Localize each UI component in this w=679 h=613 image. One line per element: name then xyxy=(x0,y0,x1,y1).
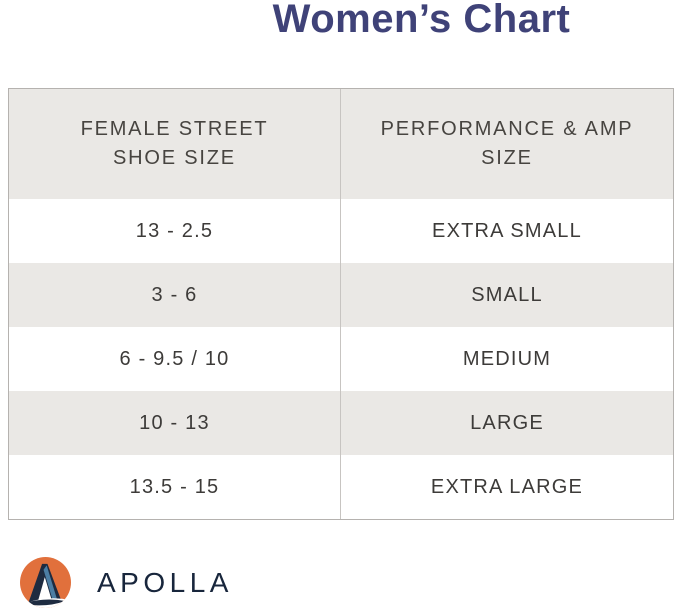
amp-size-value: MEDIUM xyxy=(462,347,552,370)
amp-size-value: SMALL xyxy=(471,283,543,306)
amp-size-value: EXTRA LARGE xyxy=(430,475,584,498)
column-header-amp-size: PERFORMANCE & AMP SIZE xyxy=(341,89,673,199)
brand-footer: APOLLA xyxy=(20,557,233,608)
column-header-line: SIZE xyxy=(481,147,533,169)
column-header-line: SHOE SIZE xyxy=(113,147,236,169)
size-table: FEMALE STREET SHOE SIZE PERFORMANCE & AM… xyxy=(8,88,674,520)
shoe-size-value: 3 - 6 xyxy=(9,263,341,327)
amp-size-value: LARGE xyxy=(470,411,544,434)
amp-size-value: EXTRA SMALL xyxy=(432,219,582,242)
table-row: 6 - 9.5 / 10 MEDIUM xyxy=(9,327,673,391)
shoe-size-value: 13 - 2.5 xyxy=(9,199,341,263)
shoe-size-value: 10 - 13 xyxy=(9,391,341,455)
page-title: Women’s Chart xyxy=(272,0,571,41)
table-row: 3 - 6 SMALL xyxy=(9,263,673,327)
table-row: 13 - 2.5 EXTRA SMALL xyxy=(9,199,673,263)
brand-name: APOLLA xyxy=(97,566,233,598)
column-header-line: PERFORMANCE & AMP xyxy=(380,118,634,140)
table-row: 13.5 - 15 EXTRA LARGE xyxy=(9,455,673,519)
column-header-line: FEMALE STREET xyxy=(80,118,269,140)
table-header-row: FEMALE STREET SHOE SIZE PERFORMANCE & AM… xyxy=(9,89,673,199)
column-header-shoe-size: FEMALE STREET SHOE SIZE xyxy=(9,89,341,199)
apolla-logo-icon xyxy=(20,557,71,608)
shoe-size-value: 6 - 9.5 / 10 xyxy=(9,327,341,391)
table-row: 10 - 13 LARGE xyxy=(9,391,673,455)
shoe-size-value: 13.5 - 15 xyxy=(9,455,341,519)
